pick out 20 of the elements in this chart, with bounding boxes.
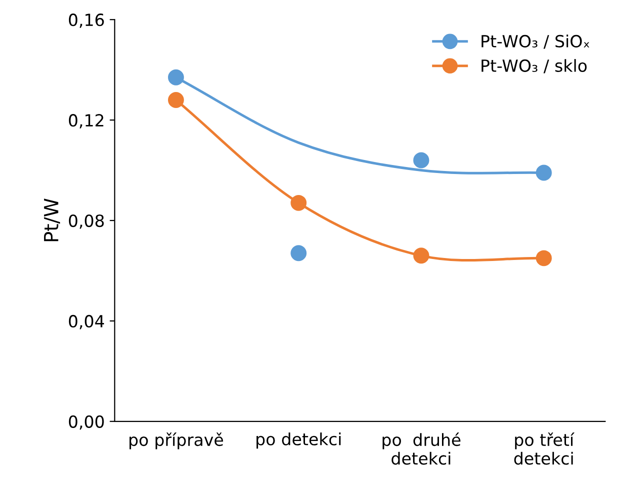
- y-tick-label: 0,04: [68, 314, 104, 330]
- y-tick-label: 0,12: [68, 114, 104, 128]
- point: [290, 245, 307, 262]
- point: [413, 248, 430, 264]
- point: [413, 152, 430, 168]
- y-axis-title: Pt/W: [44, 198, 60, 242]
- x-tick-label: po detekci: [256, 432, 341, 449]
- y-tick-label: 0,16: [68, 14, 104, 28]
- point: [536, 164, 552, 181]
- point: [168, 92, 184, 108]
- point: [290, 194, 307, 211]
- legend-label: Pt-WO₃ / SiOₓ: [482, 34, 590, 49]
- point: [168, 69, 184, 86]
- y-tick-label: 0,00: [68, 415, 104, 430]
- y-tick-label: 0,08: [68, 214, 104, 229]
- x-tick-label: po přípravě: [130, 432, 224, 450]
- point: [536, 250, 552, 266]
- x-tick-label: po třetí detekci: [514, 432, 575, 465]
- x-tick-label: po druhé detekci: [382, 432, 460, 465]
- legend-label: Pt-WO₃ / sklo: [482, 59, 587, 74]
